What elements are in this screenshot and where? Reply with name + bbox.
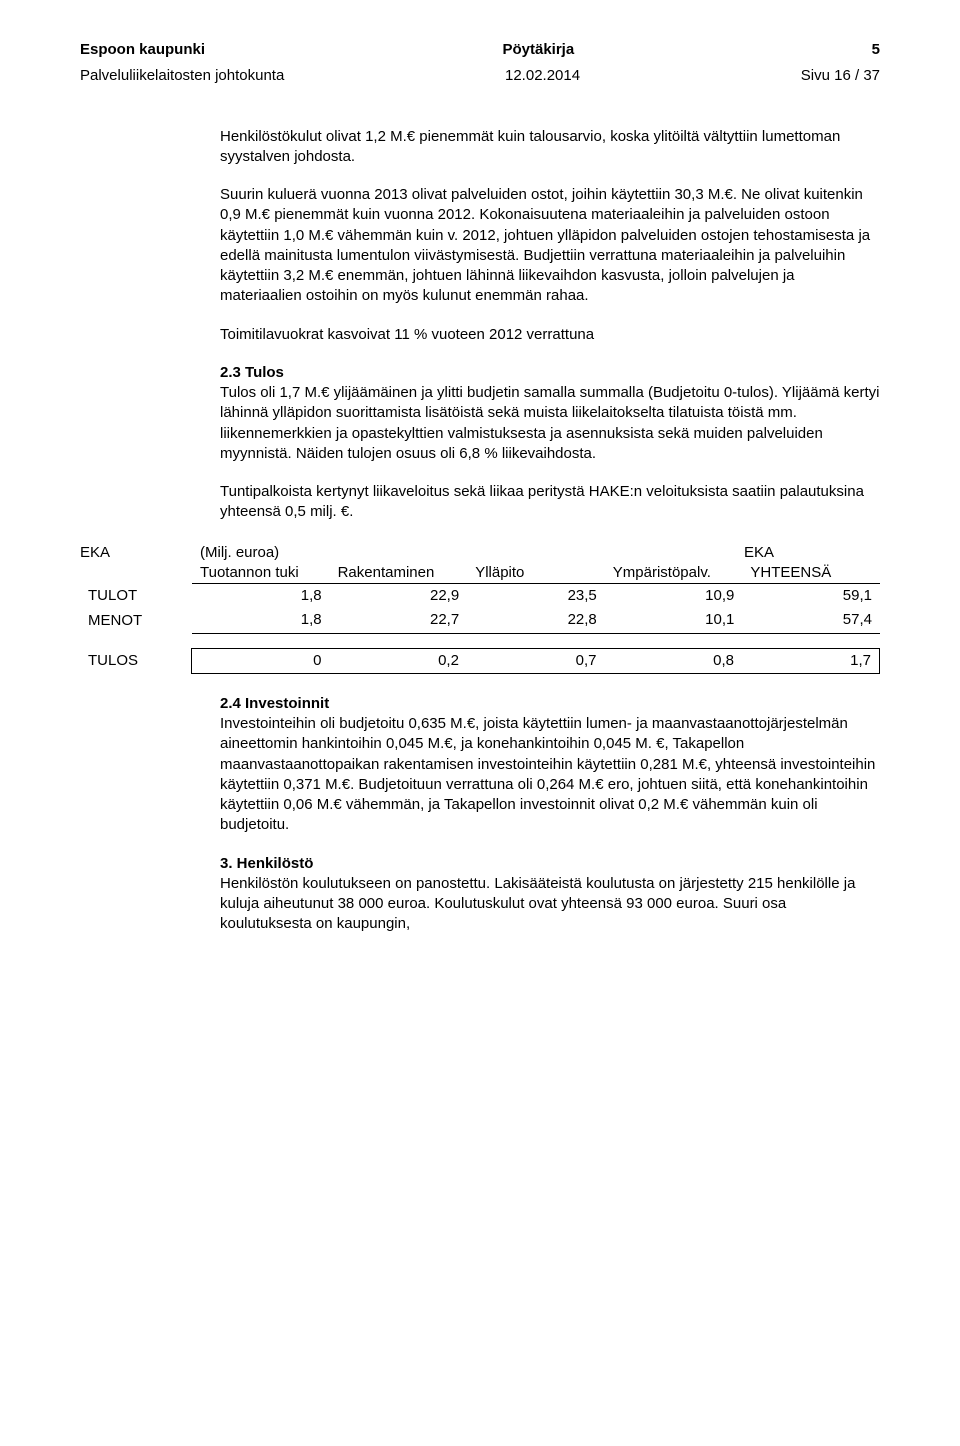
subheader-left: Palveluliikelaitosten johtokunta (80, 66, 284, 86)
cell: 0 (192, 648, 330, 673)
eka-right-label: EKA (736, 543, 880, 563)
section-title: 3. Henkilöstö (220, 855, 313, 872)
row-label: MENOT (80, 608, 192, 633)
cell: 59,1 (742, 584, 880, 609)
page-header: Espoon kaupunki Pöytäkirja 5 (80, 40, 880, 60)
table-row: TULOT 1,8 22,9 23,5 10,9 59,1 (80, 584, 880, 609)
cell: 1,7 (742, 648, 880, 673)
result-block: TULOS 0 0,2 0,7 0,8 1,7 (80, 648, 880, 674)
income-expense-block: TULOT 1,8 22,9 23,5 10,9 59,1 MENOT 1,8 … (80, 583, 880, 634)
cell: 1,8 (192, 608, 330, 633)
cell: 10,9 (605, 584, 743, 609)
table-row: TULOS 0 0,2 0,7 0,8 1,7 (80, 648, 880, 673)
row-label: TULOT (80, 584, 192, 609)
subheader-date: 12.02.2014 (505, 66, 580, 86)
header-right: 5 (872, 40, 880, 60)
subheader-page: Sivu 16 / 37 (801, 66, 880, 86)
table-column-headers: Tuotannon tuki Rakentaminen Ylläpito Ymp… (80, 563, 880, 583)
cell: 22,7 (330, 608, 468, 633)
paragraph: Suurin kuluerä vuonna 2013 olivat palvel… (220, 185, 880, 307)
eka-label: EKA (80, 543, 192, 563)
col-header: Ylläpito (467, 563, 605, 583)
col-header: Ympäristöpalv. (605, 563, 743, 583)
cell: 23,5 (467, 584, 605, 609)
cell: 0,7 (467, 648, 605, 673)
row-label: TULOS (80, 648, 192, 673)
paragraph: Henkilöstön koulutukseen on panostettu. … (220, 875, 855, 933)
cell: 1,8 (192, 584, 330, 609)
cell: 22,8 (467, 608, 605, 633)
table-row: MENOT 1,8 22,7 22,8 10,1 57,4 (80, 608, 880, 633)
cell: 10,1 (605, 608, 743, 633)
cell: 22,9 (330, 584, 468, 609)
main-content-2: 2.4 Investoinnit Investointeihin oli bud… (220, 694, 880, 935)
cell: 0,2 (329, 648, 467, 673)
col-header: Tuotannon tuki (192, 563, 330, 583)
paragraph: Tulos oli 1,7 M.€ ylijäämäinen ja ylitti… (220, 384, 879, 462)
cell: 57,4 (742, 608, 880, 633)
section-2-3: 2.3 Tulos Tulos oli 1,7 M.€ ylijäämäinen… (220, 363, 880, 464)
section-3: 3. Henkilöstö Henkilöstön koulutukseen o… (220, 854, 880, 935)
section-2-4: 2.4 Investoinnit Investointeihin oli bud… (220, 694, 880, 836)
paragraph: Henkilöstökulut olivat 1,2 M.€ pienemmät… (220, 127, 880, 168)
table-unit-row: EKA (Milj. euroa) EKA (80, 543, 880, 563)
page-subheader: Palveluliikelaitosten johtokunta 12.02.2… (80, 66, 880, 86)
col-header: Rakentaminen (330, 563, 468, 583)
main-content: Henkilöstökulut olivat 1,2 M.€ pienemmät… (220, 127, 880, 523)
paragraph: Toimitilavuokrat kasvoivat 11 % vuoteen … (220, 325, 880, 345)
table-unit: (Milj. euroa) (192, 543, 328, 563)
col-header: YHTEENSÄ (742, 563, 880, 583)
cell: 0,8 (604, 648, 742, 673)
header-left: Espoon kaupunki (80, 40, 205, 60)
paragraph: Tuntipalkoista kertynyt liikaveloitus se… (220, 482, 880, 523)
header-center: Pöytäkirja (502, 40, 574, 60)
section-title: 2.4 Investoinnit (220, 695, 329, 712)
paragraph: Investointeihin oli budjetoitu 0,635 M.€… (220, 715, 875, 833)
financial-table: EKA (Milj. euroa) EKA Tuotannon tuki Rak… (80, 543, 880, 674)
section-title: 2.3 Tulos (220, 364, 284, 381)
